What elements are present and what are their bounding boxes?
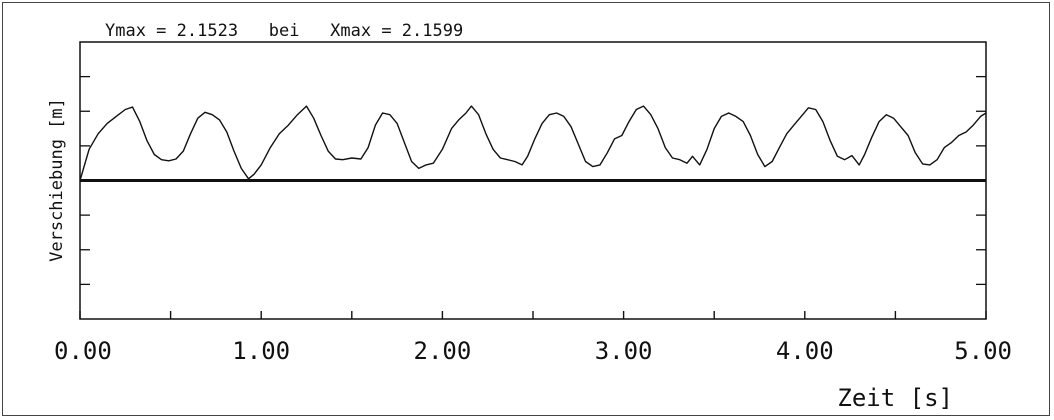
series-line bbox=[79, 105, 987, 181]
x-tick-label: 4.00 bbox=[776, 337, 834, 365]
x-axis-label: Zeit [s] bbox=[837, 384, 953, 412]
y-axis-label: Verschiebung [m] bbox=[47, 98, 67, 262]
x-tick-label: 0.00 bbox=[54, 337, 112, 365]
chart-title: Ymax = 2.1523 bei Xmax = 2.1599 bbox=[105, 21, 463, 41]
x-tick-label: 3.00 bbox=[595, 337, 653, 365]
x-tick-label: 2.00 bbox=[414, 337, 472, 365]
x-tick-label: 5.00 bbox=[954, 337, 1012, 365]
x-tick-label: 1.00 bbox=[232, 337, 290, 365]
